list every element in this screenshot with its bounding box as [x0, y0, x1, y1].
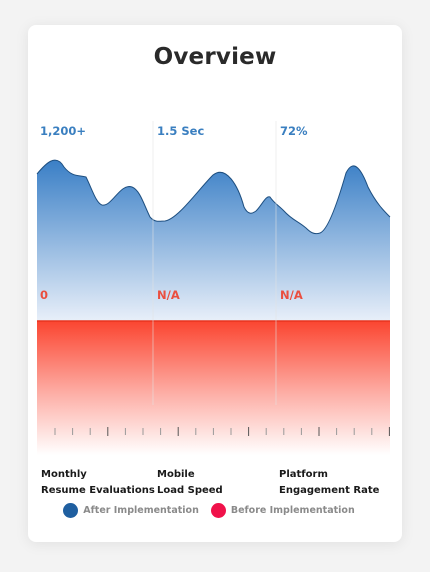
legend-label: After Implementation [83, 505, 199, 516]
category-label-line: Resume Evaluations [41, 484, 155, 496]
overview-card: Overview 1,200+ 1.5 Sec 72% 0 N/A [28, 25, 402, 542]
chart-area [36, 121, 391, 455]
category-label: Platform Engagement Rate [279, 467, 399, 498]
after-value-label: 72% [280, 124, 308, 138]
before-value-label: N/A [280, 288, 303, 302]
before-value-label: N/A [157, 288, 180, 302]
after-series-line [36, 159, 391, 235]
legend-item-after: After Implementation [63, 503, 199, 518]
category-label-line: Monthly [41, 469, 87, 480]
category-label-line: Platform [279, 469, 328, 480]
legend: After Implementation Before Implementati… [28, 503, 402, 518]
tick-marks [54, 427, 390, 436]
before-value-label: 0 [40, 288, 49, 302]
category-label-line: Mobile [157, 469, 195, 480]
after-value-label: 1,200+ [40, 124, 87, 138]
category-label: Monthly Resume Evaluations [41, 467, 161, 498]
after-series-area [37, 160, 390, 321]
category-label-line: Load Speed [157, 484, 223, 496]
after-value-label: 1.5 Sec [157, 124, 205, 138]
legend-label: Before Implementation [230, 505, 355, 516]
legend-swatch [210, 503, 226, 518]
category-label-line: Engagement Rate [279, 484, 380, 496]
legend-swatch [63, 503, 79, 518]
category-label: Mobile Load Speed [157, 467, 277, 498]
chart-title: Overview [153, 44, 277, 70]
legend-item-before: Before Implementation [210, 503, 355, 518]
